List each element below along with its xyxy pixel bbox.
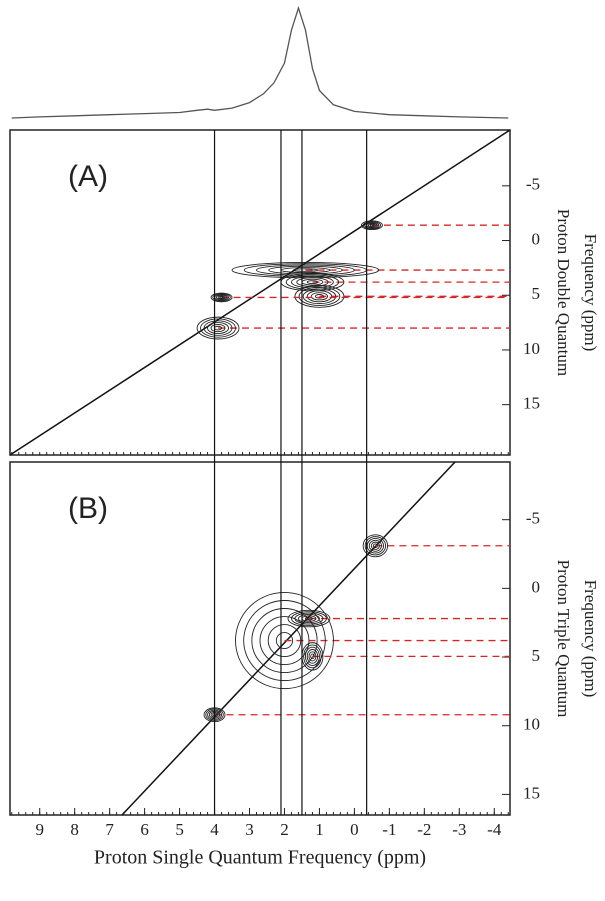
- contour-ring: [291, 611, 327, 626]
- spectrum: [11, 5, 509, 119]
- contour-ring: [310, 292, 329, 301]
- contour-ring: [251, 608, 318, 674]
- contour-ring: [360, 220, 383, 231]
- contour-ring: [275, 632, 294, 650]
- contour-ring: [267, 624, 302, 658]
- contour-ring: [298, 614, 320, 624]
- y-tick-label: 0: [532, 229, 541, 248]
- contour-ring: [210, 292, 233, 303]
- contour-ring: [212, 293, 231, 302]
- contour-ring: [298, 286, 341, 306]
- contour-ring: [303, 644, 322, 669]
- y-axis-label: Proton Double Quantum: [554, 209, 573, 376]
- contour-ring: [306, 649, 319, 664]
- contour-ring: [287, 609, 331, 628]
- contour-ring: [217, 295, 226, 300]
- y-tick-label: 15: [523, 783, 540, 802]
- contour-ring: [207, 322, 229, 334]
- contour-ring: [196, 316, 240, 340]
- contour-ring: [235, 592, 334, 690]
- panel-label: (B): [68, 492, 108, 525]
- x-tick-label: 1: [315, 820, 324, 839]
- x-tick-label: 7: [105, 820, 114, 839]
- y-tick-label: 15: [523, 394, 540, 413]
- y-tick-label: -5: [526, 509, 540, 528]
- contour-ring: [370, 541, 380, 550]
- y-axis-label: Frequency (ppm): [581, 580, 600, 698]
- contour-ring: [305, 616, 313, 621]
- contour-ring: [314, 294, 324, 299]
- x-tick-label: 2: [280, 820, 289, 839]
- y-axis-label: Frequency (ppm): [581, 234, 600, 352]
- x-tick-label: -2: [417, 820, 431, 839]
- x-tick-label: 6: [140, 820, 149, 839]
- contour-ring: [368, 539, 382, 552]
- x-tick-label: -4: [487, 820, 502, 839]
- contour-ring: [306, 290, 333, 303]
- contour-ring: [364, 536, 387, 556]
- x-tick-label: -3: [452, 820, 466, 839]
- contour-ring: [367, 223, 376, 228]
- contour-ring: [362, 221, 382, 230]
- contour-ring: [215, 294, 228, 301]
- y-axis-label: Proton Triple Quantum: [554, 560, 573, 718]
- panel-a-frame: [9, 129, 511, 456]
- contour-ring: [200, 318, 236, 338]
- contour-ring: [364, 221, 380, 229]
- contour-ring: [369, 224, 375, 227]
- contour-ring: [296, 277, 329, 287]
- x-tick-label: 0: [350, 820, 359, 839]
- contour-ring: [259, 616, 310, 666]
- contour-ring: [210, 323, 226, 333]
- panel-b-frame: [9, 461, 511, 816]
- contour-ring: [362, 534, 389, 558]
- x-tick-label: 8: [70, 820, 79, 839]
- x-tick-label: -1: [382, 820, 396, 839]
- y-tick-label: 10: [523, 715, 540, 734]
- y-tick-label: 0: [532, 577, 541, 596]
- x-tick-label: 9: [35, 820, 44, 839]
- x-axis-label: Proton Single Quantum Frequency (ppm): [94, 847, 426, 869]
- diagonal-a: [9, 129, 511, 456]
- contour-ring: [294, 612, 324, 625]
- x-tick-label: 5: [175, 820, 184, 839]
- contour-ring: [243, 600, 326, 682]
- contour-ring: [372, 543, 378, 549]
- y-tick-label: 5: [532, 646, 541, 665]
- diagonal-b: [121, 461, 456, 816]
- y-tick-label: 5: [532, 284, 541, 303]
- y-tick-label: -5: [526, 175, 540, 194]
- x-tick-label: 3: [245, 820, 254, 839]
- x-tick-label: 4: [210, 820, 219, 839]
- contour-ring: [310, 653, 315, 660]
- contour-ring: [219, 296, 224, 299]
- contour-ring: [292, 268, 319, 272]
- contour-ring: [305, 646, 320, 666]
- contour-ring: [306, 280, 319, 285]
- panel-label: (A): [68, 160, 108, 193]
- contour-ring: [302, 288, 337, 305]
- y-tick-label: 10: [523, 339, 540, 358]
- contour-ring: [294, 284, 345, 308]
- contour-ring: [308, 651, 317, 662]
- contour-ring: [203, 320, 233, 336]
